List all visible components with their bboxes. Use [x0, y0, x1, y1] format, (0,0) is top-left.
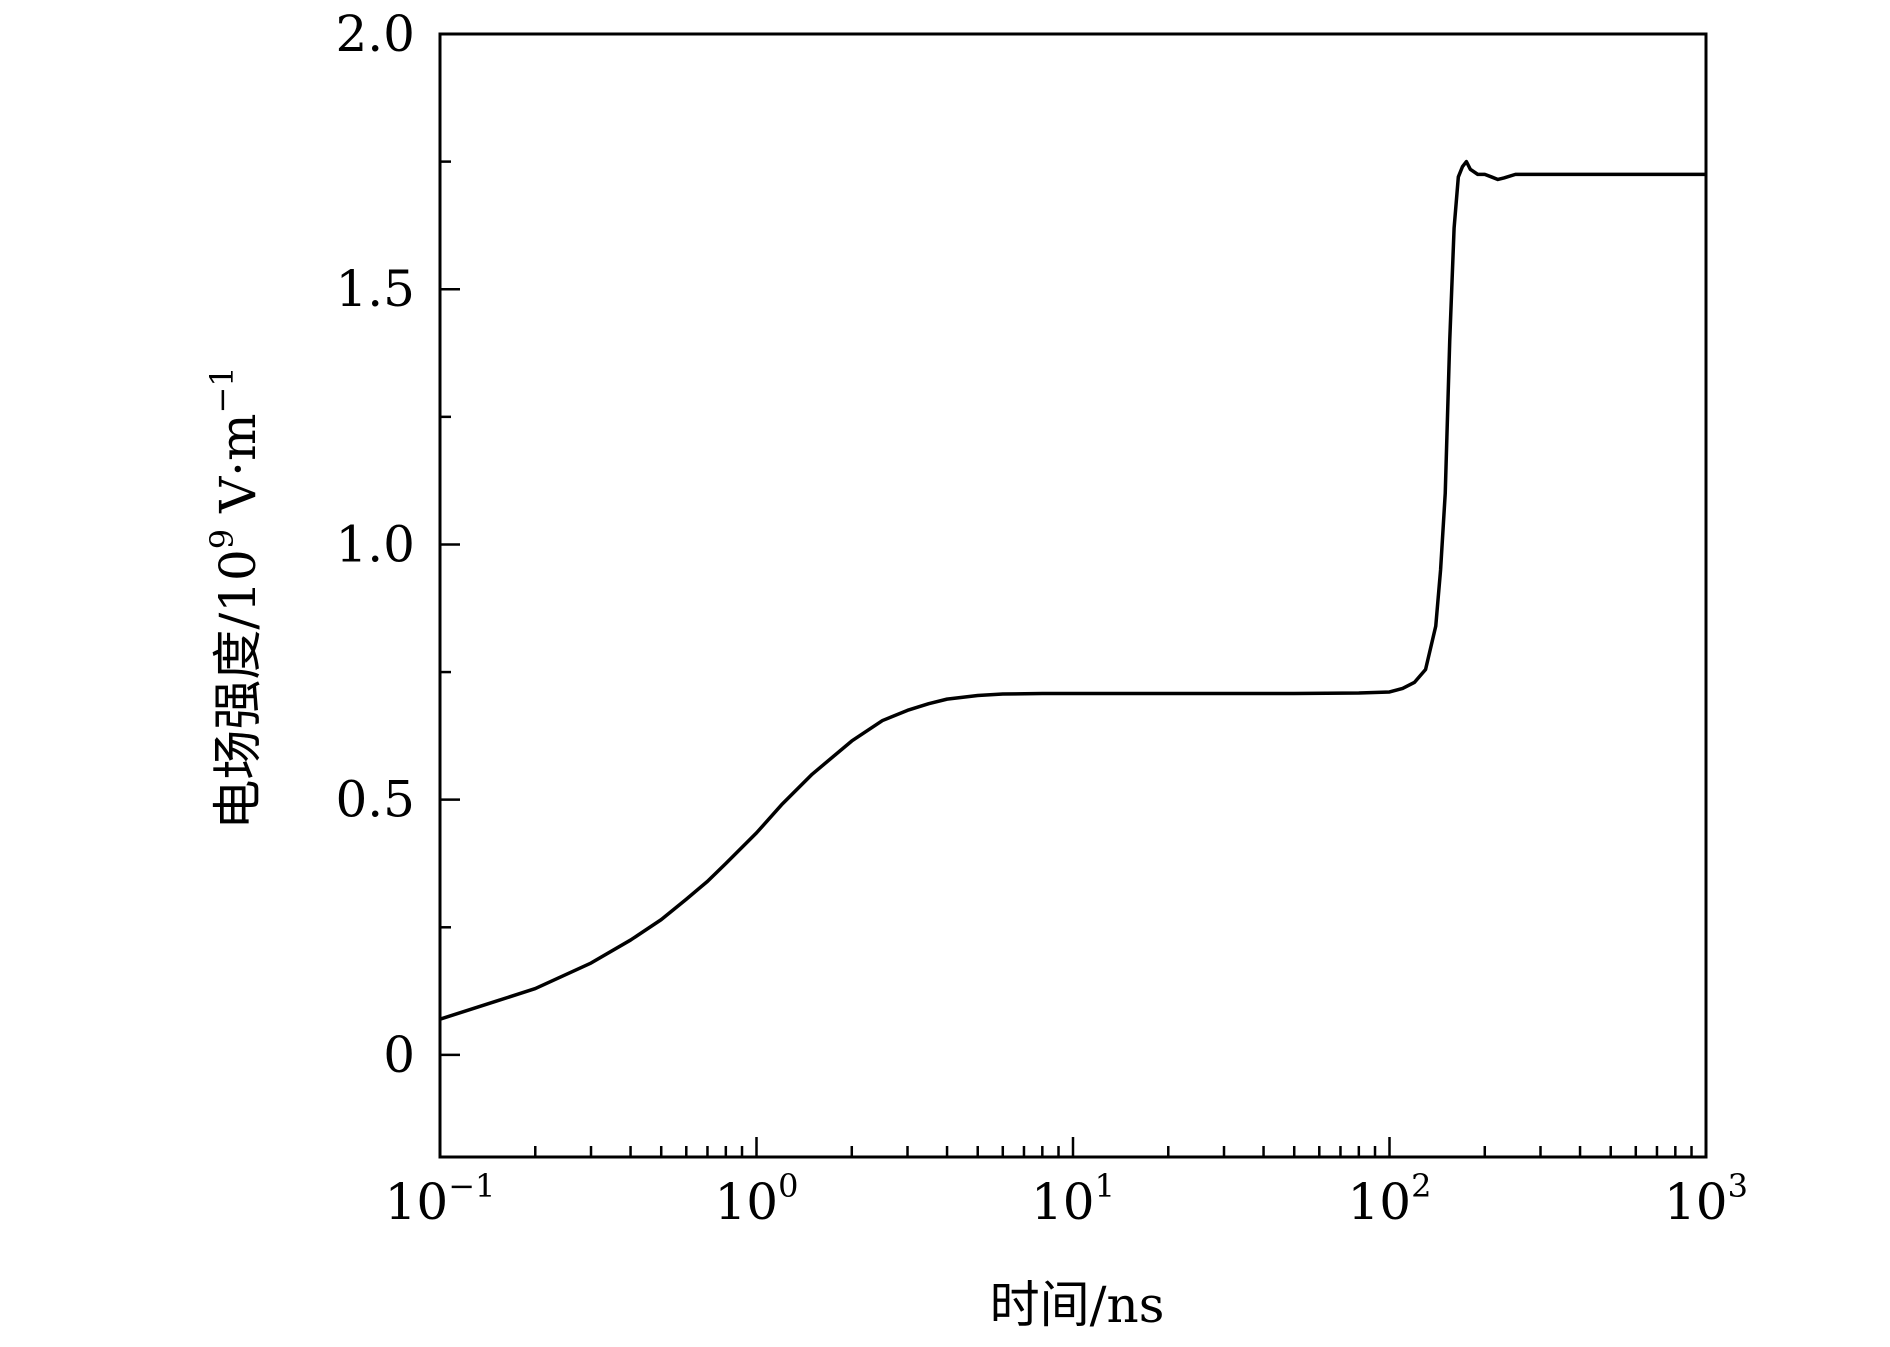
series-line [439, 159, 1706, 1021]
y-tick-label: 1.5 [335, 260, 415, 318]
y-axis-label: 电场强度/109 V·m−1 [203, 366, 267, 829]
x-tick-label: 102 [1348, 1167, 1432, 1231]
plot-frame [438, 32, 1708, 1159]
y-tick-label: 0 [383, 1026, 415, 1084]
x-tick-label: 101 [1031, 1167, 1115, 1231]
x-axis-label: 时间/ns [990, 1276, 1165, 1334]
y-tick-label: 1.0 [335, 515, 415, 573]
y-tick-label: 2.0 [335, 5, 415, 63]
x-tick-label: 10−1 [385, 1167, 496, 1231]
ticks [438, 32, 1708, 1157]
y-tick-label: 0.5 [335, 771, 415, 829]
tick-labels: 0 0.5 1.0 1.5 2.0 10−1 100 101 102 103 [335, 5, 1748, 1231]
x-tick-label: 103 [1664, 1167, 1748, 1231]
x-tick-label: 100 [715, 1167, 799, 1231]
